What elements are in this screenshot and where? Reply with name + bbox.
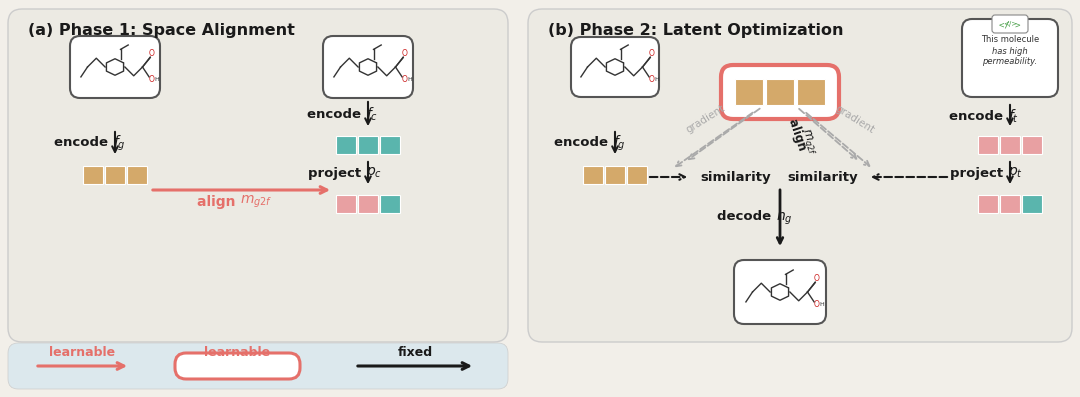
- Bar: [978, 195, 998, 213]
- FancyBboxPatch shape: [175, 353, 300, 379]
- Bar: [357, 136, 378, 154]
- Text: encode: encode: [949, 110, 1008, 123]
- Bar: [1000, 136, 1020, 154]
- FancyBboxPatch shape: [528, 9, 1072, 342]
- FancyBboxPatch shape: [993, 15, 1028, 33]
- Bar: [357, 195, 378, 213]
- Bar: [380, 195, 400, 213]
- Bar: [978, 136, 998, 154]
- Text: similarity: similarity: [700, 170, 771, 183]
- Bar: [336, 195, 356, 213]
- Text: </ >: </ >: [999, 21, 1021, 29]
- Text: decode: decode: [717, 210, 777, 224]
- Bar: [797, 79, 825, 105]
- Text: $h_{g}$: $h_{g}$: [777, 207, 793, 227]
- Text: align: align: [197, 195, 240, 209]
- Text: gradient: gradient: [684, 103, 727, 135]
- Text: O: O: [148, 75, 154, 84]
- Text: encode: encode: [308, 108, 366, 121]
- Bar: [336, 136, 356, 154]
- Bar: [1022, 195, 1042, 213]
- Text: O: O: [648, 49, 654, 58]
- Text: $f_{t}$: $f_{t}$: [1008, 107, 1020, 125]
- Text: O: O: [813, 300, 820, 308]
- Bar: [1000, 195, 1020, 213]
- Text: $f_{g}$: $f_{g}$: [113, 133, 125, 153]
- Text: (a) Phase 1: Space Alignment: (a) Phase 1: Space Alignment: [28, 23, 295, 38]
- Text: learnable: learnable: [204, 345, 270, 358]
- Text: O: O: [402, 49, 407, 58]
- Text: project: project: [308, 166, 366, 179]
- FancyBboxPatch shape: [323, 36, 413, 98]
- Text: $m_{g2f}$: $m_{g2f}$: [240, 194, 272, 210]
- FancyBboxPatch shape: [8, 9, 508, 342]
- Text: encode: encode: [54, 137, 113, 150]
- Text: has high: has high: [993, 46, 1028, 56]
- Bar: [1022, 136, 1042, 154]
- Text: $p_{t}$: $p_{t}$: [1008, 166, 1023, 181]
- Text: learnable: learnable: [49, 345, 116, 358]
- FancyBboxPatch shape: [962, 19, 1058, 97]
- FancyBboxPatch shape: [70, 36, 160, 98]
- FancyBboxPatch shape: [571, 37, 659, 97]
- Text: H: H: [154, 77, 159, 82]
- Text: $m_{g2f}$: $m_{g2f}$: [797, 127, 820, 158]
- Text: O: O: [648, 75, 654, 84]
- Text: fixed: fixed: [397, 345, 433, 358]
- Bar: [605, 166, 625, 184]
- Bar: [766, 79, 794, 105]
- Bar: [380, 136, 400, 154]
- Bar: [127, 166, 147, 184]
- Text: O: O: [148, 49, 154, 58]
- Text: project: project: [950, 166, 1008, 179]
- Text: (b) Phase 2: Latent Optimization: (b) Phase 2: Latent Optimization: [548, 23, 843, 38]
- Text: H: H: [407, 77, 413, 82]
- Text: align: align: [786, 118, 810, 156]
- Bar: [583, 166, 603, 184]
- FancyBboxPatch shape: [8, 343, 508, 389]
- Text: </>: </>: [1003, 21, 1017, 27]
- Text: H: H: [820, 302, 824, 306]
- Text: H: H: [654, 77, 659, 82]
- Text: encode: encode: [554, 137, 613, 150]
- Bar: [735, 79, 762, 105]
- Text: similarity: similarity: [787, 170, 858, 183]
- Text: O: O: [402, 75, 407, 84]
- Text: gradient: gradient: [834, 103, 876, 135]
- Bar: [627, 166, 647, 184]
- Text: $p_{c}$: $p_{c}$: [366, 166, 382, 181]
- Bar: [105, 166, 125, 184]
- Text: permeability.: permeability.: [983, 56, 1038, 66]
- Text: $f_{c}$: $f_{c}$: [366, 105, 378, 123]
- Text: $f_{g}$: $f_{g}$: [613, 133, 625, 153]
- Text: O: O: [813, 274, 820, 283]
- Bar: [83, 166, 103, 184]
- Text: This molecule: This molecule: [981, 35, 1039, 44]
- FancyBboxPatch shape: [721, 65, 839, 119]
- FancyBboxPatch shape: [734, 260, 826, 324]
